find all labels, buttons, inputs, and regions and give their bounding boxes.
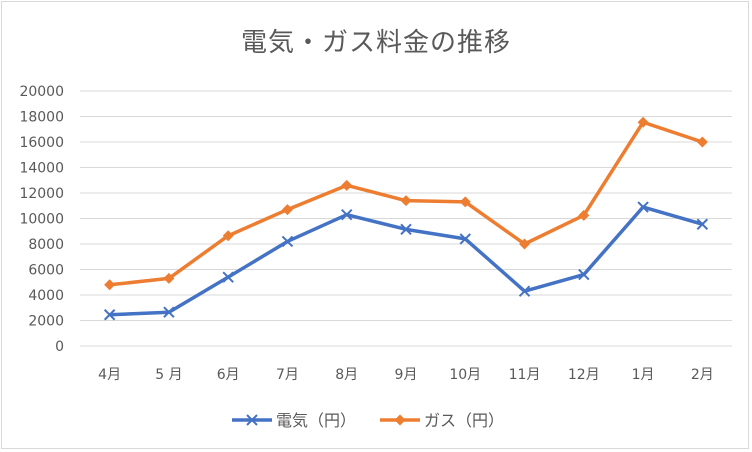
legend-marker [246, 414, 258, 426]
data-point [341, 179, 353, 191]
data-point [459, 233, 471, 245]
legend: 電気（円） ガス（円） [232, 411, 504, 430]
data-point [637, 201, 649, 213]
y-tick-label: 2000 [28, 314, 64, 330]
data-point [163, 306, 175, 318]
series-1 [104, 116, 708, 291]
data-point [696, 136, 708, 148]
x-tick-label: 5 月 [155, 367, 182, 383]
data-point [103, 309, 116, 321]
data-point [459, 196, 471, 208]
data-point [341, 208, 353, 221]
y-tick-label: 4000 [28, 288, 64, 304]
x-tick-label: 2月 [691, 367, 714, 383]
chart-title: 電気・ガス料金の推移 [240, 28, 511, 58]
data-point [519, 238, 531, 250]
x-axis-ticks: 4月 5 月 6月 7月 8月 9月 10月 11月 12月 1月 2月 [98, 367, 714, 383]
data-point [578, 268, 590, 281]
series-lines [103, 116, 709, 321]
series-0 [103, 201, 709, 321]
x-tick-label: 8月 [335, 367, 358, 383]
legend-label: 電気（円） [276, 411, 356, 430]
data-point [400, 223, 412, 236]
data-point [578, 209, 590, 221]
y-tick-label: 14000 [19, 161, 64, 177]
x-tick-label: 1月 [632, 367, 655, 383]
x-tick-label: 7月 [276, 367, 299, 383]
y-tick-label: 20000 [19, 84, 64, 100]
legend-entry: 電気（円） [232, 411, 356, 430]
data-point [281, 204, 293, 216]
legend-entry: ガス（円） [380, 411, 504, 430]
data-point [400, 195, 412, 207]
x-tick-label: 10月 [449, 367, 481, 383]
x-tick-label: 11月 [509, 367, 541, 383]
gridlines [80, 90, 732, 347]
y-tick-label: 6000 [28, 263, 64, 279]
y-tick-label: 12000 [19, 186, 64, 202]
x-tick-label: 6月 [217, 367, 240, 383]
data-point [163, 272, 175, 284]
y-tick-label: 16000 [19, 135, 64, 151]
data-point [637, 116, 649, 128]
x-tick-label: 12月 [568, 367, 600, 383]
x-tick-label: 9月 [395, 367, 418, 383]
y-tick-label: 10000 [19, 212, 64, 228]
data-point [222, 230, 234, 242]
x-tick-label: 4月 [98, 367, 121, 383]
data-point [518, 285, 531, 297]
data-point [222, 271, 234, 283]
y-tick-label: 0 [55, 339, 64, 355]
series-line [109, 205, 703, 317]
y-tick-label: 8000 [28, 237, 64, 253]
y-tick-label: 18000 [19, 110, 64, 126]
data-point [281, 235, 294, 248]
legend-label: ガス（円） [424, 411, 504, 430]
data-point [104, 279, 116, 291]
legend-marker [394, 414, 406, 426]
data-point [696, 218, 709, 230]
y-axis-ticks: 0 2000 4000 6000 8000 10000 12000 14000 16000 180… [19, 84, 64, 355]
